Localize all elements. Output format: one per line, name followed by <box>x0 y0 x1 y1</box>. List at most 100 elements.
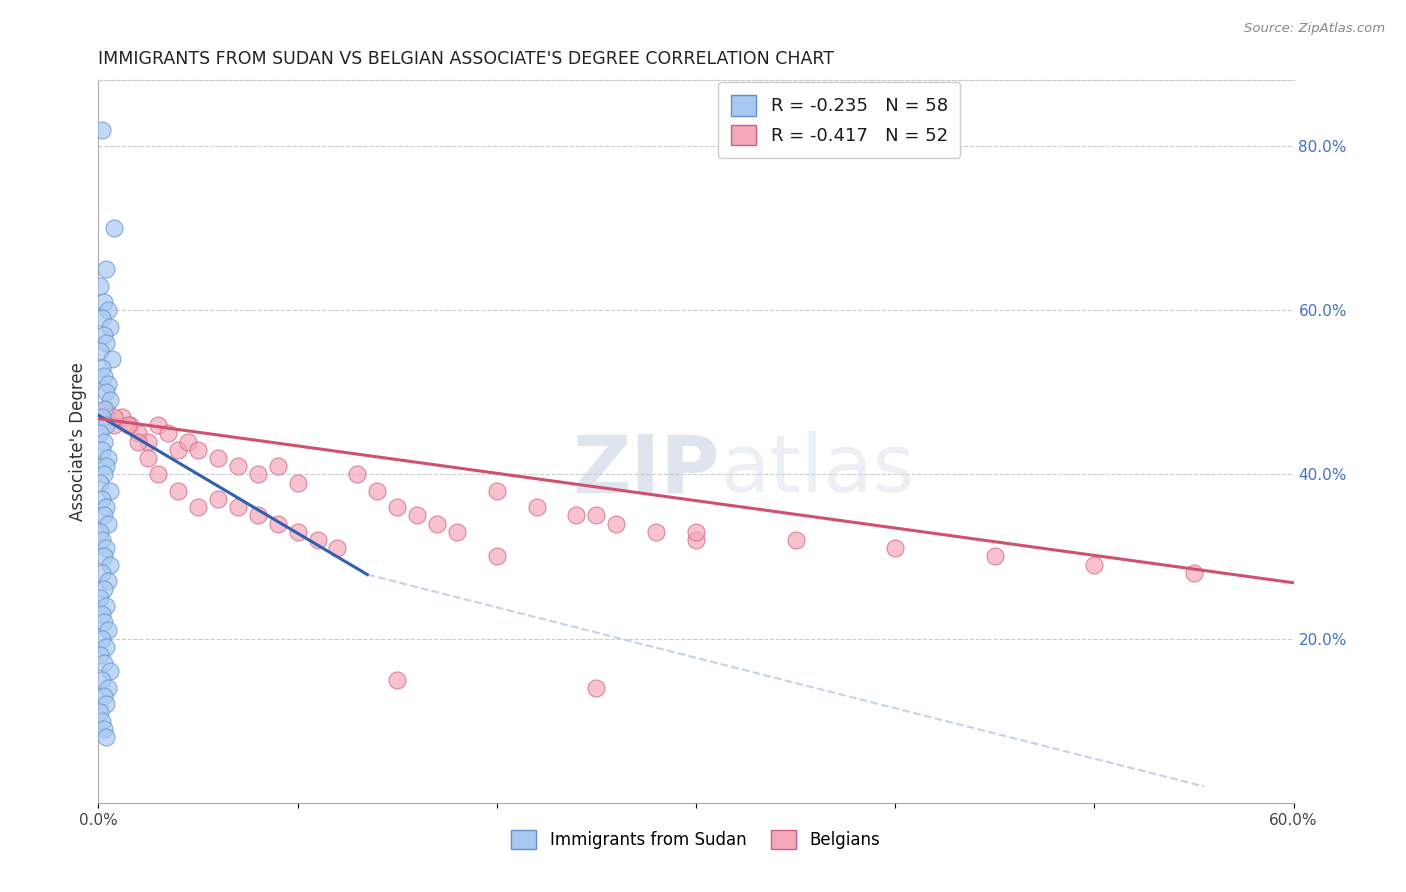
Point <box>120 418 142 433</box>
Point <box>585 508 607 523</box>
Point <box>89 426 111 441</box>
Point <box>1083 558 1105 572</box>
Point <box>326 541 349 556</box>
Point <box>91 122 114 136</box>
Point <box>96 459 118 474</box>
Point <box>91 442 114 457</box>
Point <box>93 657 115 671</box>
Point <box>98 558 122 572</box>
Point <box>117 418 139 433</box>
Point <box>91 491 114 506</box>
Point <box>93 582 115 597</box>
Point <box>406 508 429 523</box>
Point <box>246 467 269 482</box>
Point <box>385 500 409 515</box>
Point <box>93 615 115 630</box>
Point <box>93 327 115 342</box>
Point <box>645 524 668 539</box>
Point <box>96 336 118 351</box>
Point <box>136 450 159 465</box>
Point <box>98 393 122 408</box>
Point <box>97 377 120 392</box>
Point <box>226 459 249 474</box>
Legend: Immigrants from Sudan, Belgians: Immigrants from Sudan, Belgians <box>505 823 887 856</box>
Point <box>89 475 111 490</box>
Point <box>307 533 329 547</box>
Point <box>287 475 309 490</box>
Point <box>97 681 120 695</box>
Point <box>246 508 269 523</box>
Point <box>98 665 122 679</box>
Point <box>89 706 111 720</box>
Point <box>101 352 124 367</box>
Point <box>526 500 548 515</box>
Point <box>148 418 170 433</box>
Point <box>984 549 1007 564</box>
Point <box>127 434 149 449</box>
Point <box>565 508 588 523</box>
Point <box>91 409 114 424</box>
Point <box>685 533 707 547</box>
Point <box>91 632 114 646</box>
Point <box>93 722 115 736</box>
Point <box>96 401 118 416</box>
Point <box>97 516 120 531</box>
Point <box>93 689 115 703</box>
Point <box>89 344 111 359</box>
Point <box>485 549 508 564</box>
Point <box>96 385 118 400</box>
Point <box>89 278 111 293</box>
Point <box>187 500 209 515</box>
Point <box>93 295 115 310</box>
Point <box>346 467 368 482</box>
Point <box>167 483 190 498</box>
Point <box>91 673 114 687</box>
Point <box>89 648 111 662</box>
Text: IMMIGRANTS FROM SUDAN VS BELGIAN ASSOCIATE'S DEGREE CORRELATION CHART: IMMIGRANTS FROM SUDAN VS BELGIAN ASSOCIA… <box>98 50 834 68</box>
Point <box>93 549 115 564</box>
Point <box>91 311 114 326</box>
Point <box>96 262 118 277</box>
Point <box>93 508 115 523</box>
Y-axis label: Associate's Degree: Associate's Degree <box>69 362 87 521</box>
Point <box>426 516 449 531</box>
Point <box>207 491 229 506</box>
Point <box>385 673 409 687</box>
Point <box>585 681 607 695</box>
Point <box>167 442 190 457</box>
Point <box>96 730 118 744</box>
Point <box>177 434 200 449</box>
Point <box>148 467 170 482</box>
Point <box>267 516 290 531</box>
Point <box>97 450 120 465</box>
Point <box>97 574 120 588</box>
Point <box>93 368 115 383</box>
Point <box>103 409 125 424</box>
Point <box>111 409 134 424</box>
Point <box>884 541 907 556</box>
Point <box>91 607 114 621</box>
Text: Source: ZipAtlas.com: Source: ZipAtlas.com <box>1244 22 1385 36</box>
Point <box>103 418 125 433</box>
Point <box>93 467 115 482</box>
Point <box>96 418 118 433</box>
Text: atlas: atlas <box>720 432 914 509</box>
Point <box>98 483 122 498</box>
Point <box>446 524 468 539</box>
Point <box>91 714 114 728</box>
Point <box>187 442 209 457</box>
Point <box>1182 566 1205 580</box>
Point <box>685 524 707 539</box>
Point <box>91 566 114 580</box>
Point <box>89 591 111 605</box>
Point <box>97 624 120 638</box>
Point <box>93 434 115 449</box>
Point <box>127 426 149 441</box>
Point <box>207 450 229 465</box>
Point <box>287 524 309 539</box>
Point <box>136 434 159 449</box>
Point <box>98 319 122 334</box>
Point <box>91 533 114 547</box>
Point <box>96 500 118 515</box>
Point <box>485 483 508 498</box>
